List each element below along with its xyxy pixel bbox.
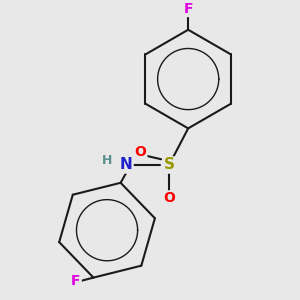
Text: O: O (134, 145, 146, 159)
Text: H: H (102, 154, 112, 167)
Text: F: F (183, 2, 193, 16)
Text: F: F (71, 274, 81, 288)
Text: O: O (163, 191, 175, 206)
Text: S: S (164, 158, 175, 172)
Text: N: N (120, 158, 133, 172)
